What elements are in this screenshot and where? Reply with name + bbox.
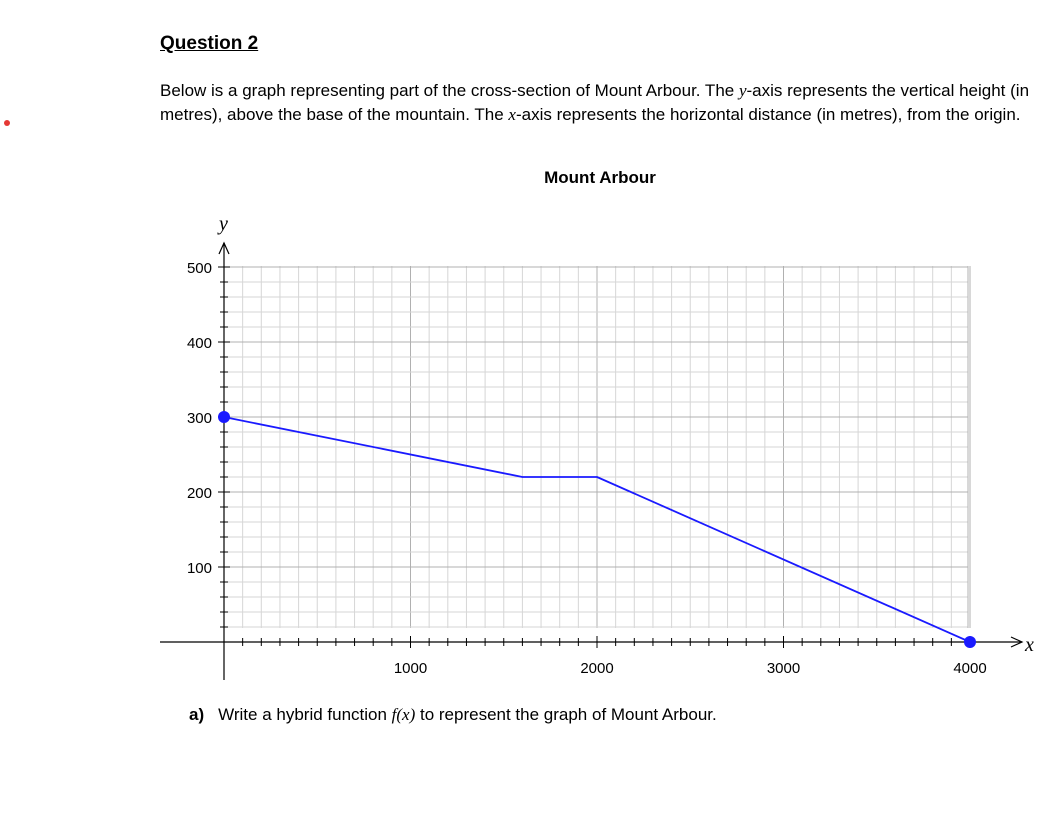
x-axis-arrow-icon (1010, 636, 1024, 648)
y-tick-label: 100 (187, 560, 212, 577)
grid (224, 266, 971, 628)
intro-text-3: -axis represents the horizontal distance… (515, 104, 1021, 124)
question-title: Question 2 (160, 33, 259, 54)
x-tick-label: 4000 (953, 660, 986, 677)
x-tick-label: 3000 (767, 660, 800, 677)
mountain-profile-line (223, 416, 971, 643)
part-a-label: a) (189, 705, 205, 724)
chart-title: Mount Arbour (544, 168, 656, 187)
part-a-function: f(x) (391, 705, 416, 724)
intro-var-x: x (508, 104, 516, 124)
y-tick-label: 400 (187, 335, 212, 352)
margin-marker-dot (4, 120, 10, 126)
x-tick-label: 2000 (580, 660, 613, 677)
y-tick-label: 200 (187, 485, 212, 502)
intro-var-y: y (738, 81, 747, 100)
part-a-text-2: to represent the graph of Mount Arbour. (415, 705, 717, 724)
question-intro: Below is a graph representing part of th… (160, 79, 1040, 126)
part-a-text-1: Write a hybrid function (218, 705, 392, 724)
y-tick-label: 500 (187, 260, 212, 277)
intro-text-1: Below is a graph representing part of th… (160, 81, 739, 100)
endpoint-dot (218, 411, 230, 423)
part-a-prompt: a) Write a hybrid function f(x) to repres… (189, 705, 717, 725)
x-axis-label: x (1024, 634, 1034, 656)
intro-text-2: -axis represents the vertical height (in… (160, 81, 1030, 124)
endpoint-dot (964, 636, 976, 648)
y-axis-label: y (217, 213, 228, 235)
y-axis-arrow-icon (218, 241, 230, 255)
x-tick-label: 1000 (394, 660, 427, 677)
y-tick-label: 300 (187, 410, 212, 427)
